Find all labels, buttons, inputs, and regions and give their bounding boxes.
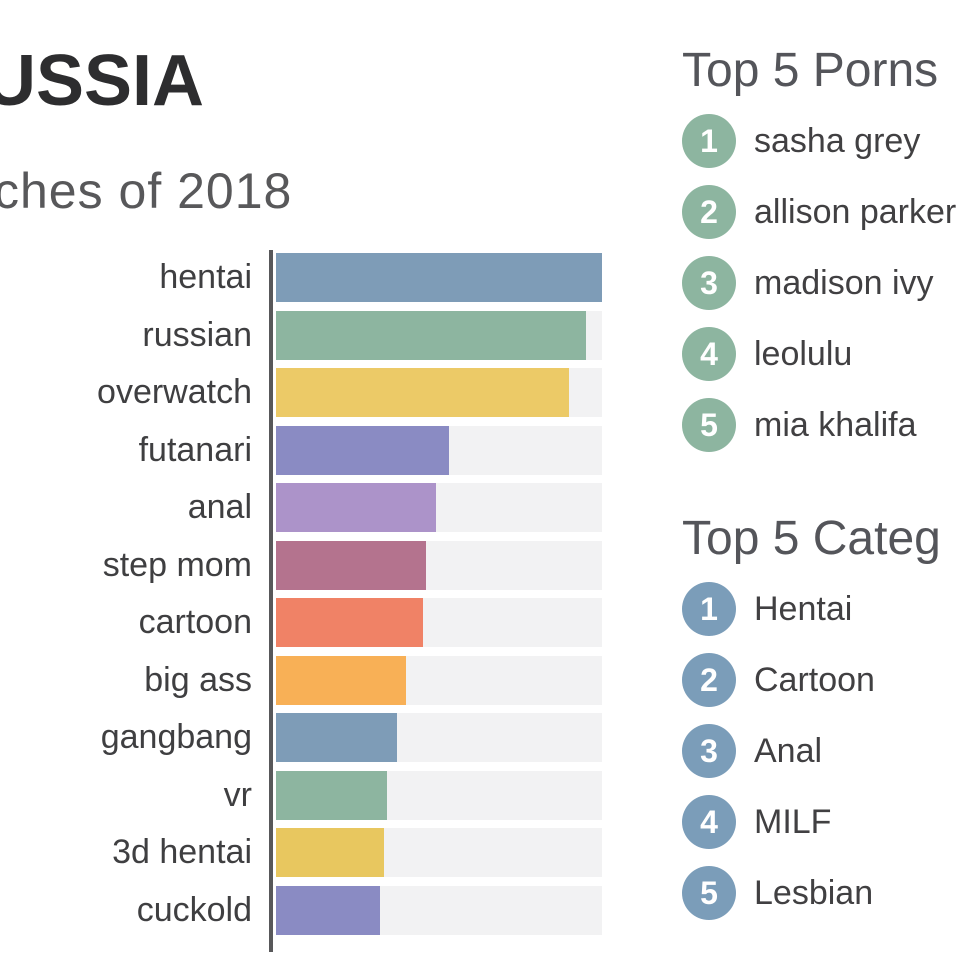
rank-badge: 3 xyxy=(682,724,736,778)
bar xyxy=(276,655,407,705)
bar-track xyxy=(276,310,602,360)
rank-badge: 3 xyxy=(682,256,736,310)
item-name: Hentai xyxy=(754,589,853,628)
rank-badge: 5 xyxy=(682,398,736,452)
list-item: 2 allison parker xyxy=(682,185,956,239)
bar-label: cartoon xyxy=(138,603,252,641)
chart-row: step mom xyxy=(0,540,610,599)
chart-row: 3d hentai xyxy=(0,828,610,886)
bar-track xyxy=(276,253,602,302)
bar-track xyxy=(276,598,602,647)
list-item: 5 Lesbian xyxy=(682,866,941,920)
bar xyxy=(276,310,586,360)
chart-row: cuckold xyxy=(0,885,610,944)
rank-badge: 4 xyxy=(682,795,736,849)
bar-label: russian xyxy=(142,315,252,354)
list-item: 4 MILF xyxy=(682,795,941,849)
bar-track xyxy=(276,828,602,877)
rank-badge: 5 xyxy=(682,866,736,920)
bar-track xyxy=(276,368,602,417)
bar-label: vr xyxy=(223,775,252,814)
top5-section: Top 5 Categ 1 Hentai 2 Cartoon 3 Anal 4 MILF 5 Les… xyxy=(682,512,941,920)
item-name: allison parker xyxy=(754,192,957,231)
list-item: 3 Anal xyxy=(682,724,941,778)
list-item: 5 mia khalifa xyxy=(682,398,956,452)
bar-label: step mom xyxy=(102,545,252,584)
bar-label: cuckold xyxy=(136,890,252,929)
bar xyxy=(276,885,381,935)
chart-row: russian xyxy=(0,310,610,369)
bar-label: 3d hentai xyxy=(112,833,252,871)
bar xyxy=(276,770,387,820)
item-name: mia khalifa xyxy=(754,405,917,444)
list-item: 2 Cartoon xyxy=(682,653,941,707)
chart-row: big ass xyxy=(0,655,610,714)
top5-heading: Top 5 Porns xyxy=(682,44,939,97)
bar-track xyxy=(276,540,602,590)
chart-row: overwatch xyxy=(0,368,610,426)
list-item: 4 leolulu xyxy=(682,327,956,381)
top5-heading: Top 5 Categ xyxy=(682,512,941,565)
item-name: Anal xyxy=(754,731,823,770)
bar-label: big ass xyxy=(144,660,252,699)
chart-row: vr xyxy=(0,770,610,829)
bar xyxy=(276,828,384,877)
bar-track xyxy=(276,655,602,705)
bar xyxy=(276,425,449,475)
rank-badge: 1 xyxy=(682,114,736,168)
list-item: 1 sasha grey xyxy=(682,114,956,168)
bar xyxy=(276,540,426,590)
rank-badge: 2 xyxy=(682,185,736,239)
bar-track xyxy=(276,425,602,475)
bar-track xyxy=(276,885,602,935)
chart-row: cartoon xyxy=(0,598,610,656)
chart-axis-line xyxy=(269,250,273,952)
rank-badge: 4 xyxy=(682,327,736,381)
rank-badge: 2 xyxy=(682,653,736,707)
item-name: leolulu xyxy=(754,334,853,373)
item-name: Lesbian xyxy=(754,873,874,912)
bar-label: overwatch xyxy=(97,373,252,411)
item-name: madison ivy xyxy=(754,263,934,302)
bar xyxy=(276,253,602,302)
bar xyxy=(276,483,436,532)
country-title: USSIA xyxy=(0,41,205,121)
bar-track xyxy=(276,483,602,532)
bar-label: gangbang xyxy=(100,718,252,756)
bar-label: futanari xyxy=(138,430,252,469)
list-item: 3 madison ivy xyxy=(682,256,956,310)
rank-badge: 1 xyxy=(682,582,736,636)
chart-row: futanari xyxy=(0,425,610,484)
chart-row: gangbang xyxy=(0,713,610,771)
bar xyxy=(276,368,570,417)
bar-track xyxy=(276,713,602,762)
bar-label: hentai xyxy=(159,258,252,296)
top5-section: Top 5 Porns 1 sasha grey 2 allison parker 3 ma… xyxy=(682,44,956,452)
item-name: sasha grey xyxy=(754,121,921,160)
bar xyxy=(276,713,397,762)
chart-row: hentai xyxy=(0,253,610,311)
chart-subtitle: ches of 2018 xyxy=(0,163,293,219)
bar-label: anal xyxy=(187,488,252,526)
bar xyxy=(276,598,423,647)
item-name: MILF xyxy=(754,802,832,841)
list-item: 1 Hentai xyxy=(682,582,941,636)
bar-track xyxy=(276,770,602,820)
item-name: Cartoon xyxy=(754,660,875,699)
chart-rows: hentai russian overwatch futanari anal step m… xyxy=(0,253,610,943)
chart-row: anal xyxy=(0,483,610,541)
